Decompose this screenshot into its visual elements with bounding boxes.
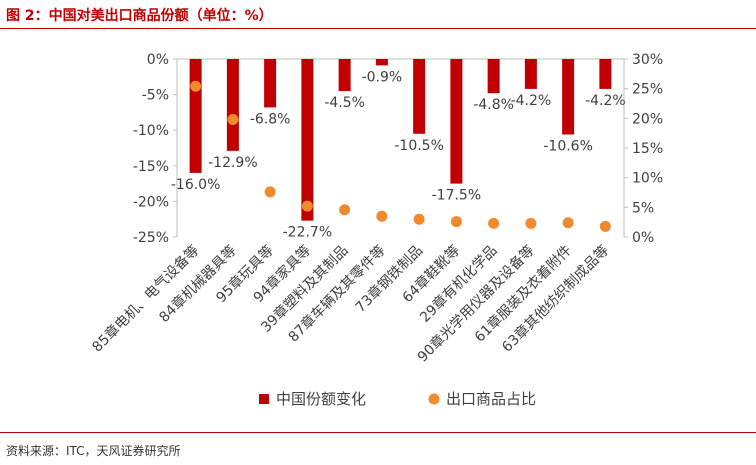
dot-11 [562,217,574,229]
left-y-tick-label: -15% [133,159,169,175]
dot-7 [413,213,425,225]
bar-1 [189,59,202,173]
dot-10 [525,217,537,229]
bar-7 [413,59,426,134]
bar-data-label: -17.5% [432,188,482,204]
right-y-tick-label: 10% [632,171,663,187]
bar-4 [301,59,314,221]
left-y-tick-label: -5% [142,88,169,104]
bar-3 [264,59,277,108]
title-bar: 图 2：中国对美出口商品份额（单位：%） [0,0,756,29]
bar-data-label: -10.5% [394,138,444,154]
dot-4 [301,200,313,212]
bar-6 [375,59,388,66]
dot-6 [376,210,388,222]
dot-2 [227,114,239,126]
legend-bar-label: 中国份额变化 [276,390,366,408]
bar-data-label: -4.8% [473,97,514,113]
bar-data-label: -0.9% [362,69,403,85]
bar-data-label: -6.8% [250,111,291,127]
bar-data-label: -4.5% [324,95,365,111]
bar-data-label: -22.7% [283,225,333,241]
dot-3 [264,186,276,198]
bar-9 [487,59,500,94]
right-y-tick-label: 5% [632,200,654,216]
chart-svg: 0% -5% -10% -15% -20% -25% 0% 5% 10% 15% 20% 25% 30%… [89,52,663,408]
bar-data-label: -4.2% [511,93,552,109]
bar-data-label: -10.6% [543,138,593,154]
dot-8 [450,216,462,228]
bar-11 [562,59,575,135]
left-y-tick-label: 0% [147,52,169,68]
footer-divider [0,432,756,433]
bar-12 [599,59,612,89]
left-y-tick-label: -20% [133,194,169,210]
dot-1 [190,80,202,92]
legend-dot-swatch [428,393,440,405]
bar-data-label: -4.2% [585,93,626,109]
figure-title: 图 2：中国对美出口商品份额（单位：%） [6,8,273,24]
dot-9 [488,217,500,229]
left-y-tick-label: -10% [133,123,169,139]
legend-bar-swatch [259,394,269,404]
bar-2 [226,59,239,151]
right-y-tick-label: 15% [632,141,663,157]
bar-10 [524,59,537,89]
right-y-tick-label: 0% [632,230,654,246]
bar-data-label: -16.0% [171,177,221,193]
right-y-tick-label: 25% [632,82,663,98]
dot-5 [339,204,351,216]
chart-area: 0% -5% -10% -15% -20% -25% 0% 5% 10% 15% 20% 25% 30%… [0,30,756,430]
legend-dot-label: 出口商品占比 [446,390,536,408]
dot-12 [599,220,611,232]
bar-data-label: -12.9% [208,155,258,171]
bar-5 [338,59,351,92]
right-y-tick-label: 20% [632,111,663,127]
right-y-tick-label: 30% [632,52,663,68]
left-y-tick-label: -25% [133,230,169,246]
bar-8 [450,59,463,184]
source-note: 资料来源：ITC，天风证券研究所 [6,444,181,458]
